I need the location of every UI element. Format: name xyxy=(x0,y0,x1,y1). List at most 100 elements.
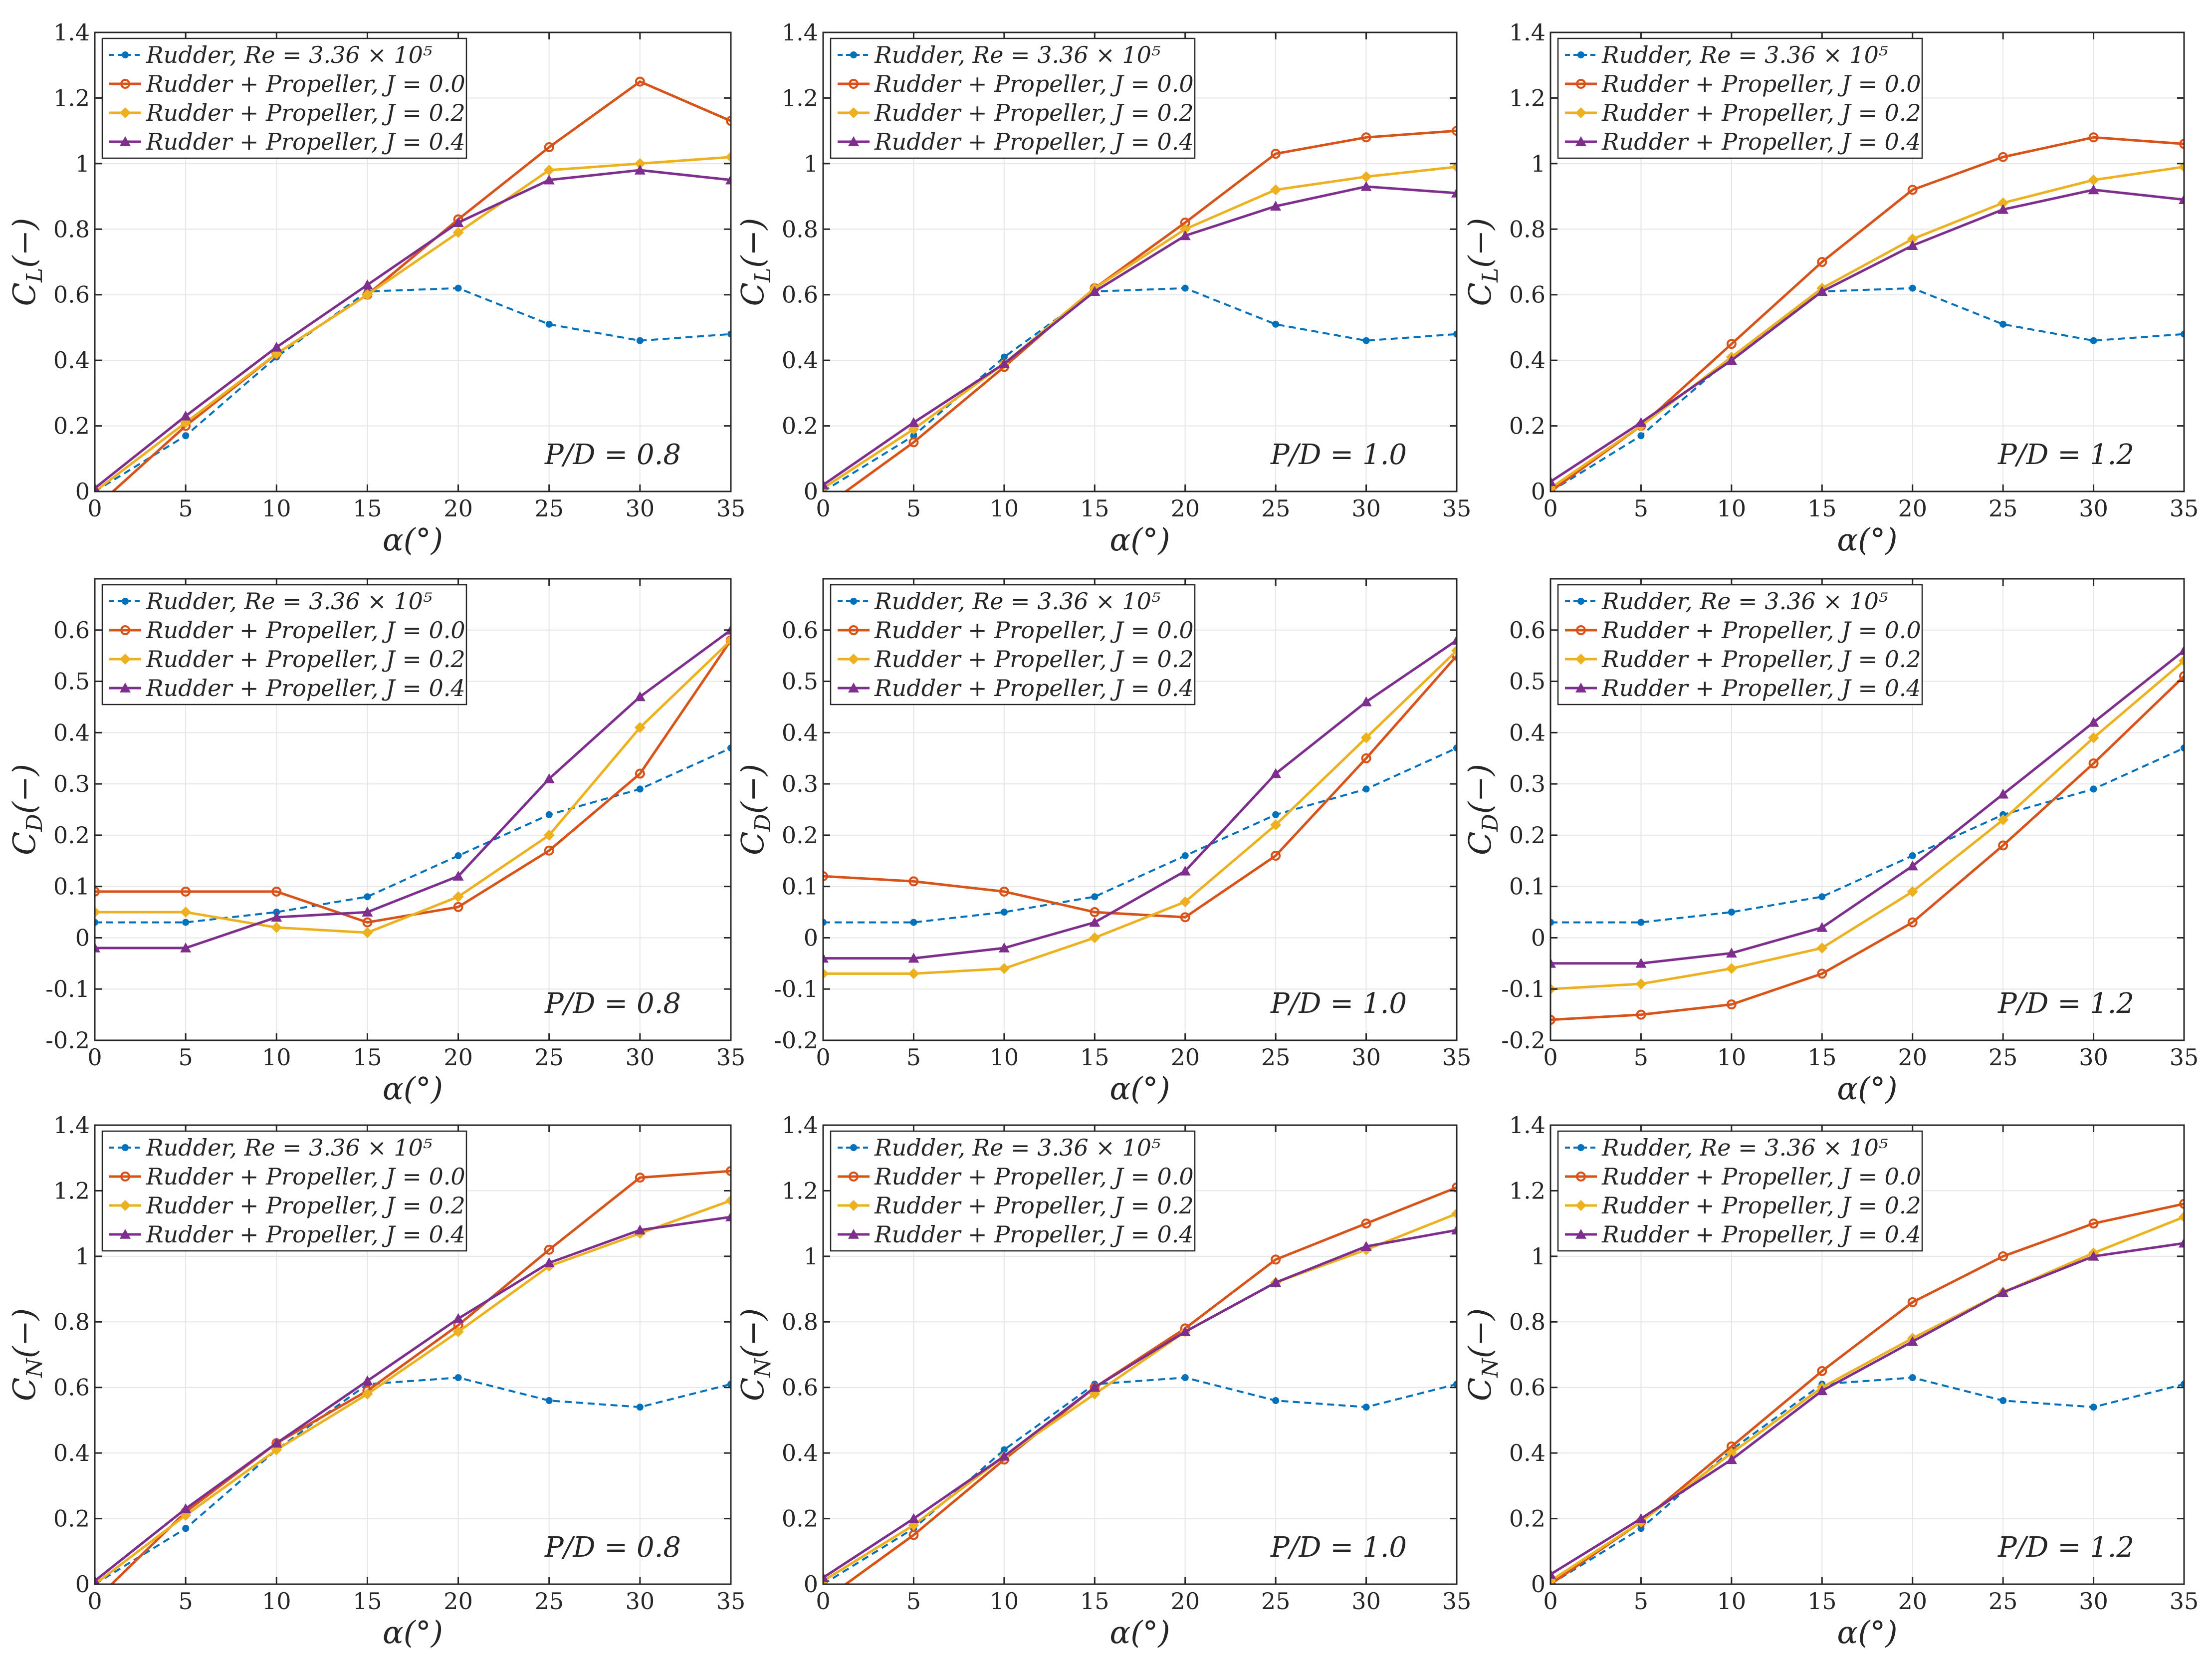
point-rudder xyxy=(727,330,731,338)
point-j02 xyxy=(2088,732,2099,743)
x-tick-label: 25 xyxy=(534,495,564,522)
pd-annotation: P/D = 1.2 xyxy=(1997,987,2134,1020)
series-line-rudder xyxy=(1550,1376,2184,1584)
series-line-j04 xyxy=(95,169,731,489)
legend-marker-j04 xyxy=(120,136,131,146)
y-tick-label: 0.4 xyxy=(53,719,90,746)
point-j00 xyxy=(635,1173,645,1183)
point-rudder xyxy=(545,320,553,328)
x-tick-label: 5 xyxy=(906,495,921,522)
x-tick-label: 20 xyxy=(443,1588,473,1615)
series-group xyxy=(1550,132,2184,491)
y-axis-label: CN(−) xyxy=(1462,1308,1503,1401)
point-j04 xyxy=(1907,1336,1918,1346)
y-tick-label: 0.8 xyxy=(782,1308,818,1335)
y-tick-label: 0.6 xyxy=(782,281,818,308)
point-j02 xyxy=(362,927,373,939)
point-j00 xyxy=(1817,1366,1827,1376)
point-j04 xyxy=(908,953,919,963)
legend-label-j02: Rudder + Propeller, J = 0.2 xyxy=(146,99,465,126)
y-tick-label: 0.4 xyxy=(53,1439,90,1466)
point-j04 xyxy=(998,1450,1010,1461)
legend-marker-j00 xyxy=(849,625,859,635)
y-tick-label: 0.6 xyxy=(782,617,818,644)
point-rudder xyxy=(1909,284,1916,292)
point-j04 xyxy=(95,482,100,491)
point-j04 xyxy=(543,1257,555,1267)
pd-annotation: P/D = 1.0 xyxy=(1270,1531,1407,1564)
legend-label-rudder: Rudder, Re = 3.36 × 10⁵ xyxy=(146,588,432,615)
point-j02 xyxy=(1270,184,1282,196)
point-j00 xyxy=(181,886,191,897)
legend-label-rudder: Rudder, Re = 3.36 × 10⁵ xyxy=(1601,1134,1888,1161)
series-group xyxy=(823,635,1457,979)
x-tick-label: 35 xyxy=(2170,495,2199,522)
y-tick-label: 0.6 xyxy=(53,617,90,644)
x-tick-label: 5 xyxy=(179,1588,193,1615)
y-tick-label: 1.2 xyxy=(782,1177,818,1204)
x-tick-label: 0 xyxy=(816,1044,830,1071)
y-tick-label: 0.8 xyxy=(53,216,90,242)
legend-marker-j00 xyxy=(1576,625,1586,635)
y-tick-label: 0.4 xyxy=(1509,347,1546,374)
point-j04 xyxy=(1635,417,1647,427)
point-j00 xyxy=(544,142,554,152)
point-j02 xyxy=(1360,171,1372,183)
y-axis-label: CD(−) xyxy=(6,764,47,855)
y-axis-label: CL(−) xyxy=(734,218,776,306)
point-j04 xyxy=(634,1224,646,1235)
point-j04 xyxy=(1816,286,1828,296)
point-rudder xyxy=(1999,320,2007,328)
axes-frame xyxy=(822,578,1458,1041)
x-tick-label: 15 xyxy=(1807,495,1837,522)
point-rudder xyxy=(1637,1525,1645,1532)
point-rudder xyxy=(1181,284,1189,292)
point-j04 xyxy=(2179,645,2184,655)
series-line-j02 xyxy=(1550,1215,2184,1582)
y-tick-label: 0 xyxy=(1531,478,1546,505)
point-rudder xyxy=(1818,893,1826,901)
point-j04 xyxy=(271,1437,282,1448)
point-j00 xyxy=(1361,753,1371,763)
y-tick-label: 0.6 xyxy=(782,1374,818,1401)
x-tick-label: 15 xyxy=(1807,1044,1837,1071)
y-tick-label: 1.2 xyxy=(1509,84,1546,111)
point-j04 xyxy=(95,943,100,953)
point-j02 xyxy=(2088,174,2099,186)
subplot-r1-c2: 0 5 10 15 20 25 30 35 -0.2 -0.1 0 0.1 0.2 0.3 0.4 0.5 0.… xyxy=(1462,578,2199,1107)
point-j04 xyxy=(725,624,731,635)
series-group xyxy=(95,624,731,953)
x-tick-label: 25 xyxy=(1989,1044,2018,1071)
series-line-j00 xyxy=(823,655,1457,919)
point-rudder xyxy=(1637,919,1645,926)
point-rudder xyxy=(1362,337,1370,344)
legend-label-j00: Rudder + Propeller, J = 0.0 xyxy=(1601,617,1921,644)
series-line-j00 xyxy=(844,129,1457,491)
legend-marker-j04 xyxy=(1575,683,1586,693)
legend-marker-j00 xyxy=(1576,79,1586,89)
legend-box xyxy=(1557,1130,1923,1252)
y-tick-label: -0.1 xyxy=(1501,975,1546,1002)
legend-marker-j02 xyxy=(1575,1200,1586,1211)
subplot-r2-c1: 0 5 10 15 20 25 30 35 0 0.2 0.4 0.6 0.8 1 1.2 1.4 α(°) CN… xyxy=(734,1112,1471,1651)
point-j04 xyxy=(362,1375,373,1386)
point-j04 xyxy=(362,279,373,289)
series-line-j04 xyxy=(1550,649,2184,965)
point-j02 xyxy=(1270,819,1282,831)
y-tick-label: 0.8 xyxy=(1509,1308,1546,1335)
x-tick-label: 30 xyxy=(626,1044,655,1071)
x-tick-label: 15 xyxy=(1807,1588,1837,1615)
y-tick-label: 0.2 xyxy=(1509,413,1546,440)
point-j02 xyxy=(1816,943,1828,954)
legend-marker-j04 xyxy=(848,1229,859,1239)
point-rudder xyxy=(1453,330,1457,338)
point-j00 xyxy=(1550,1014,1555,1025)
x-tick-label: 30 xyxy=(2079,495,2108,522)
y-tick-label: 1.2 xyxy=(1509,1177,1546,1204)
point-j00 xyxy=(453,902,463,912)
x-tick-label: 10 xyxy=(1717,1588,1747,1615)
legend-label-j00: Rudder + Propeller, J = 0.0 xyxy=(1601,70,1921,97)
point-rudder xyxy=(1453,744,1457,752)
point-j00 xyxy=(1907,1297,1918,1307)
